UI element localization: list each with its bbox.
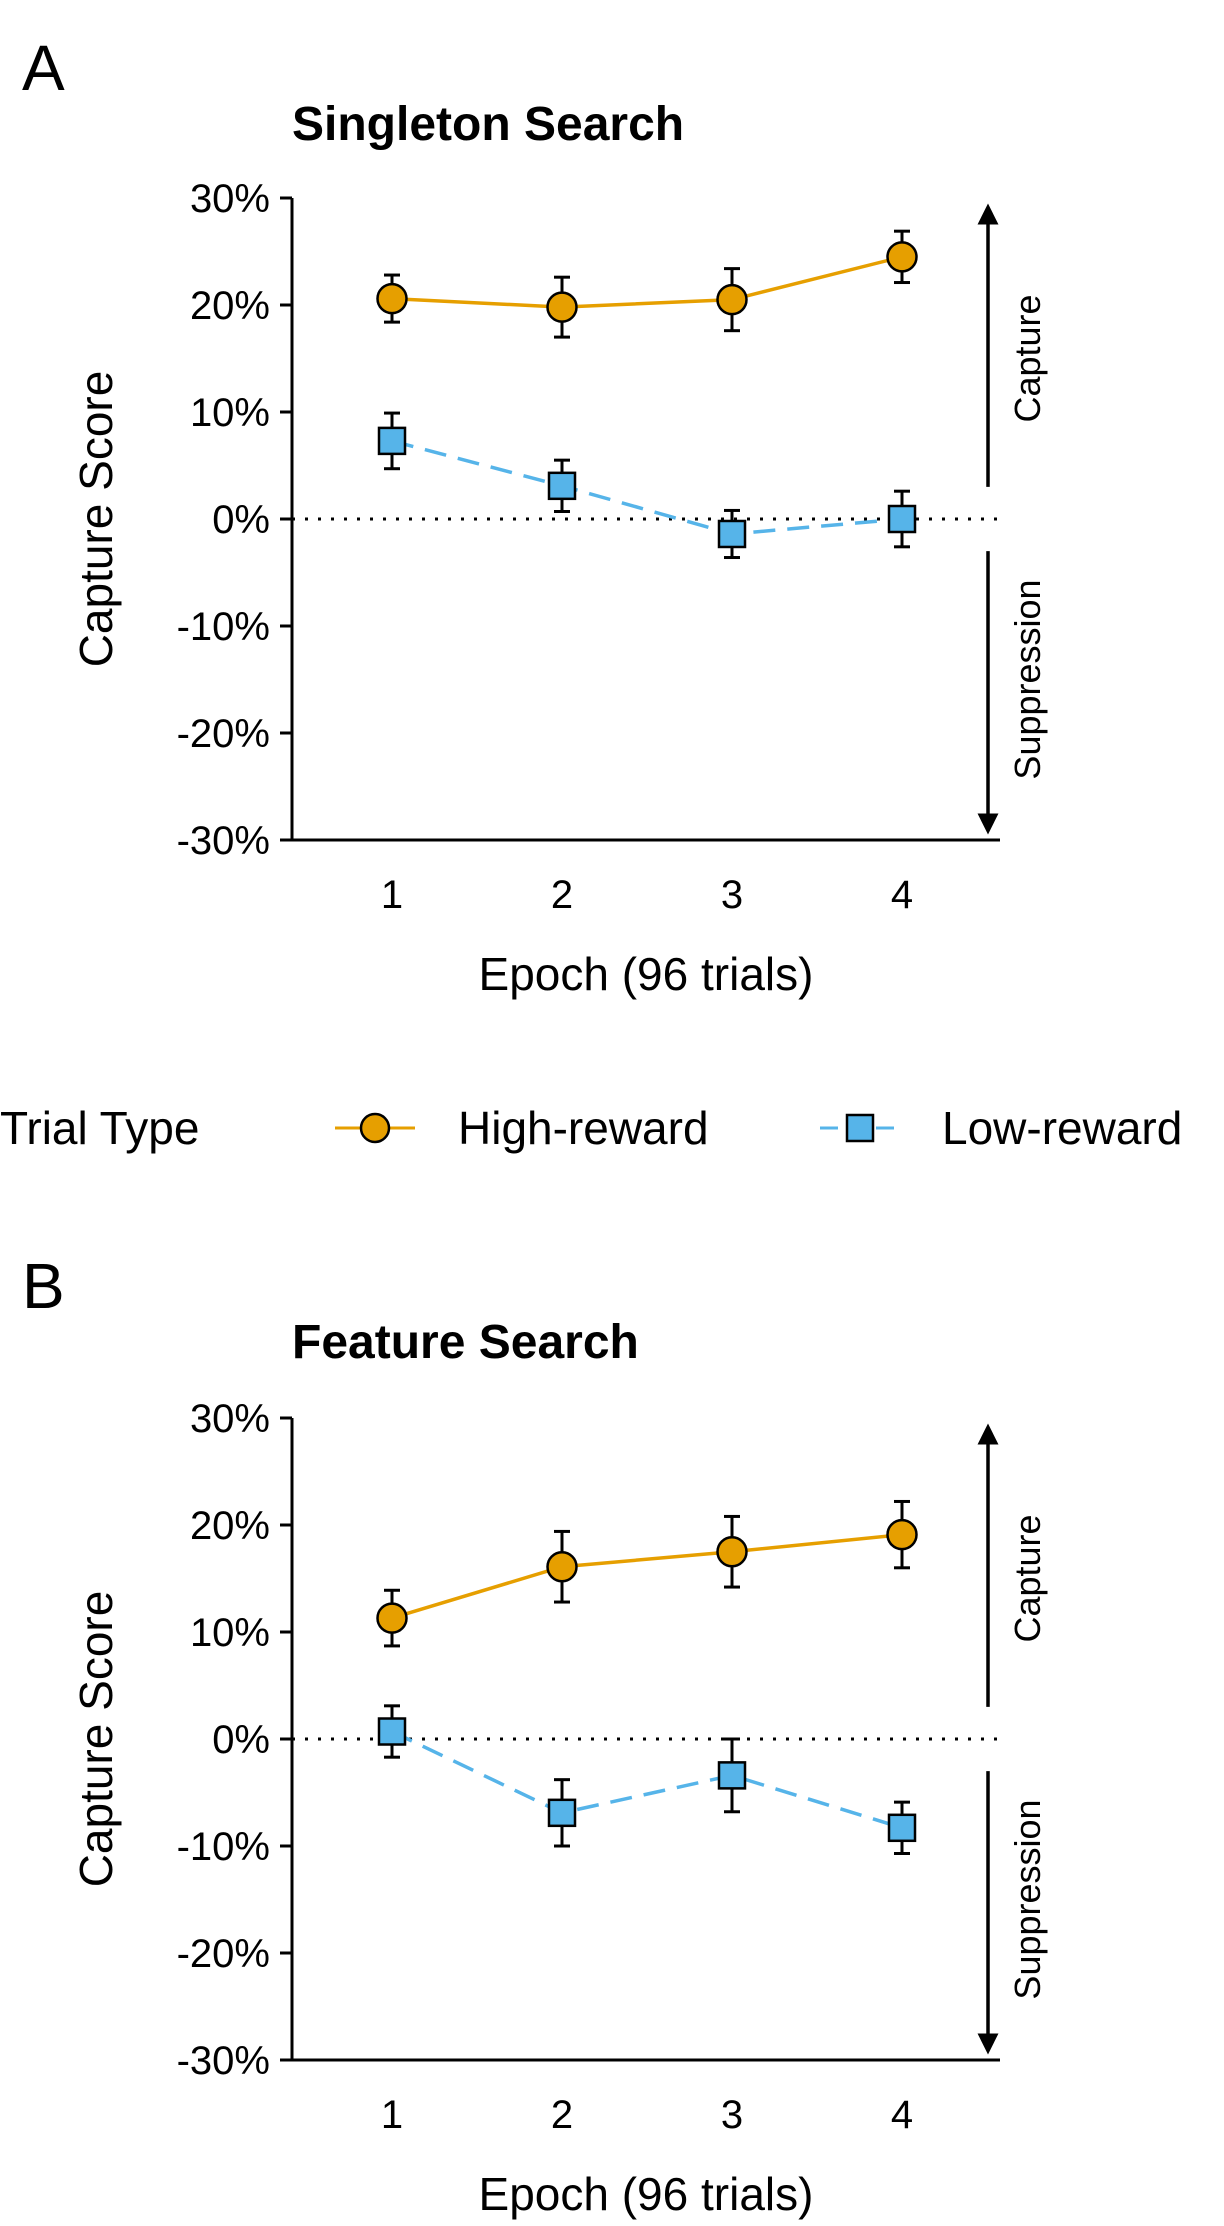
legend-item-high-reward: High-reward	[335, 1102, 709, 1154]
x-tick-label: 3	[721, 873, 743, 917]
suppression-label: Suppression	[1007, 579, 1048, 779]
legend: Trial Type High-reward Low-reward	[0, 1102, 1182, 1154]
high-reward-series-line	[391, 255, 903, 309]
y-tick-label: 0%	[212, 1718, 270, 1762]
y-tick-label: 20%	[190, 1504, 270, 1548]
x-axis-ticks: 1 2 3 4	[381, 2093, 913, 2137]
data-point	[886, 241, 918, 273]
y-tick-label: -20%	[177, 1932, 270, 1976]
data-point	[717, 1761, 747, 1790]
data-point	[376, 1602, 408, 1634]
data-point	[716, 1536, 748, 1568]
data-point	[546, 1550, 578, 1583]
data-point	[717, 519, 747, 549]
y-axis-label: Capture Score	[70, 371, 122, 668]
panel-b: B Feature Search 30% 20% 10% 0% -10% -20% -30%…	[22, 1250, 1048, 2220]
series-low-reward	[377, 411, 917, 560]
legend-low-label: Low-reward	[942, 1102, 1182, 1154]
y-tick-label: 30%	[190, 177, 270, 221]
y-axis-ticks: 30% 20% 10% 0% -10% -20% -30%	[177, 1397, 292, 2083]
data-point	[886, 1518, 918, 1551]
series-layer	[376, 1499, 918, 1855]
x-axis-ticks: 1 2 3 4	[381, 873, 913, 917]
panel-label: B	[22, 1250, 65, 1322]
series-high-reward	[376, 1499, 918, 1648]
capture-label: Capture	[1007, 1514, 1048, 1642]
panel-label: A	[22, 32, 65, 104]
y-axis-ticks: 30% 20% 10% 0% -10% -20% -30%	[177, 177, 292, 863]
y-tick-label: 20%	[190, 284, 270, 328]
legend-title: Trial Type	[0, 1102, 199, 1154]
y-tick-label: 10%	[190, 391, 270, 435]
data-point	[547, 1798, 577, 1828]
series-layer	[376, 229, 918, 560]
legend-high-marker	[359, 1112, 391, 1144]
y-tick-label: -30%	[177, 2039, 270, 2083]
y-tick-label: -10%	[177, 605, 270, 649]
series-high-reward	[376, 229, 918, 339]
data-point	[546, 291, 578, 323]
x-tick-label: 2	[551, 2093, 573, 2137]
data-point	[377, 1717, 407, 1746]
series-low-reward	[377, 1704, 917, 1855]
data-point	[887, 1813, 917, 1843]
suppression-label: Suppression	[1007, 1799, 1048, 1999]
y-tick-label: -30%	[177, 819, 270, 863]
high-reward-series-line	[391, 1532, 903, 1620]
y-tick-label: 10%	[190, 1611, 270, 1655]
x-tick-label: 2	[551, 873, 573, 917]
x-tick-label: 4	[891, 873, 913, 917]
legend-high-label: High-reward	[458, 1102, 709, 1154]
x-axis-label: Epoch (96 trials)	[479, 2168, 814, 2220]
y-tick-label: 30%	[190, 1397, 270, 1441]
data-point	[377, 426, 407, 456]
capture-label: Capture	[1007, 294, 1048, 422]
legend-low-marker	[845, 1113, 875, 1143]
y-tick-label: -20%	[177, 712, 270, 756]
x-axis-label: Epoch (96 trials)	[479, 948, 814, 1000]
x-tick-label: 4	[891, 2093, 913, 2137]
y-tick-label: -10%	[177, 1825, 270, 1869]
low-reward-series-line	[391, 439, 903, 536]
low-reward-series-line	[391, 1729, 903, 1830]
data-point	[716, 283, 748, 316]
x-tick-label: 1	[381, 873, 403, 917]
x-tick-label: 1	[381, 2093, 403, 2137]
panel-a: A Singleton Search 30% 20% 10% 0% -10% -20% -3…	[22, 32, 1048, 1000]
y-axis-label: Capture Score	[70, 1591, 122, 1888]
data-point	[887, 504, 917, 534]
data-point	[376, 282, 408, 315]
legend-item-low-reward: Low-reward	[820, 1102, 1182, 1154]
data-point	[547, 471, 577, 501]
chart-title: Singleton Search	[292, 98, 684, 151]
chart-title: Feature Search	[292, 1316, 639, 1369]
y-tick-label: 0%	[212, 498, 270, 542]
x-tick-label: 3	[721, 2093, 743, 2137]
